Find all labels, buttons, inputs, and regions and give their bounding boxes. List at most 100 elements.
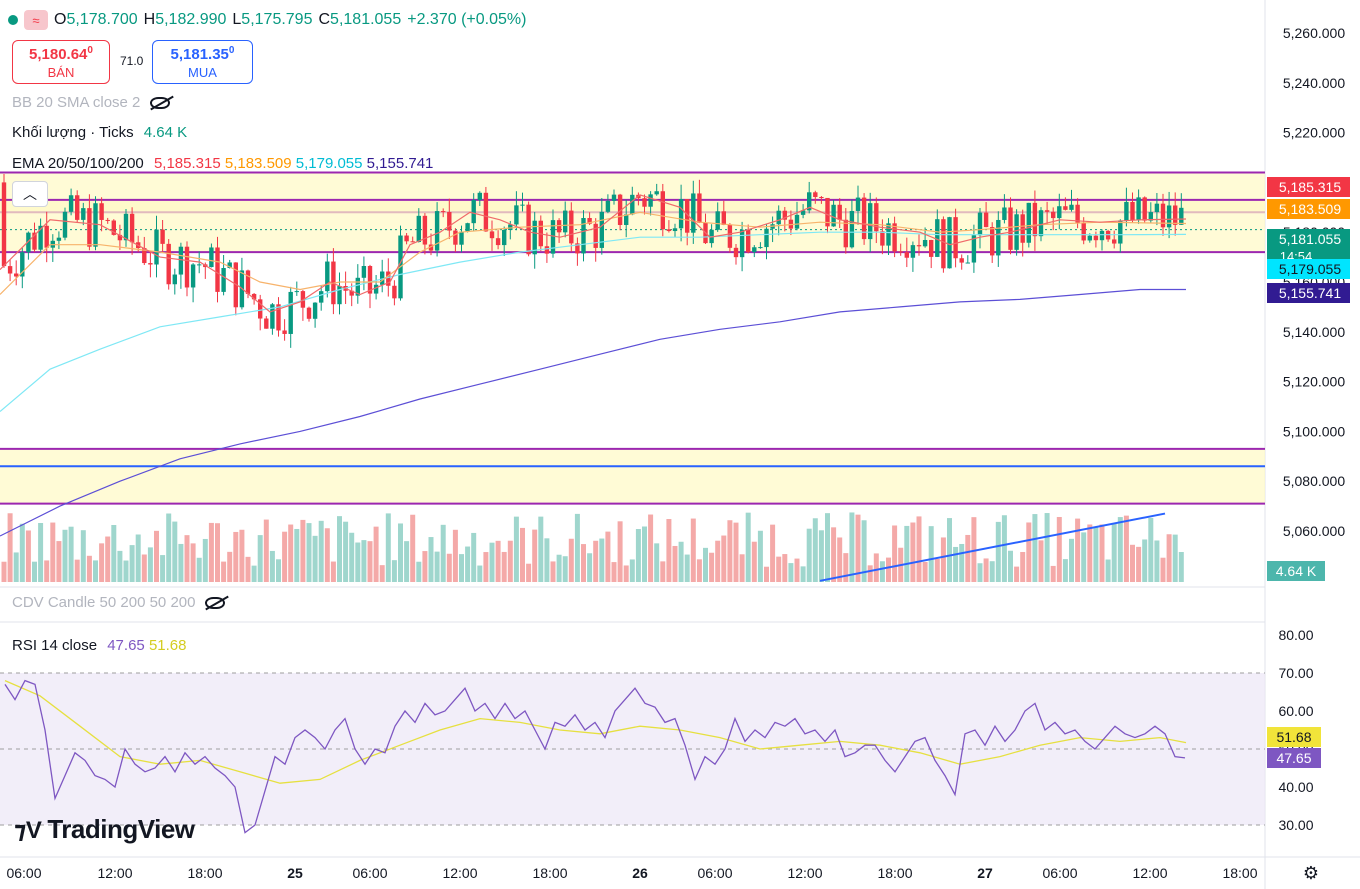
tradingview-logo[interactable]: ⁊V TradingView xyxy=(14,814,195,845)
hidden-eye-icon[interactable] xyxy=(205,597,226,610)
volume-bar xyxy=(843,553,849,582)
rsi-ma-value: 51.68 xyxy=(148,637,187,654)
price-tick-label: 5,260.000 xyxy=(1283,25,1345,41)
price-badge-label: 5,185.315 xyxy=(1279,179,1341,195)
candle-body xyxy=(148,263,153,265)
volume-bar xyxy=(892,525,898,582)
volume-bar xyxy=(867,565,873,582)
rsi-tick-label: 70.00 xyxy=(1278,665,1313,681)
candle-body xyxy=(654,191,659,195)
rsi-line xyxy=(4,679,1186,834)
ema100-line xyxy=(0,231,1187,412)
candle-body xyxy=(965,262,970,264)
rsi-badge xyxy=(1267,748,1321,768)
candle-body xyxy=(373,284,379,294)
candle-body xyxy=(447,211,452,231)
volume-bar xyxy=(678,541,684,582)
bb-legend[interactable]: BB 20 SMA close 2 xyxy=(12,94,171,111)
candle-body xyxy=(129,213,135,243)
price-badge xyxy=(1267,283,1350,303)
candle-body xyxy=(38,225,43,250)
candle-body xyxy=(880,231,885,246)
candle-body xyxy=(794,214,800,229)
candle-body xyxy=(68,195,74,212)
candle-body xyxy=(251,293,257,300)
volume-bar xyxy=(953,546,959,582)
ema-legend[interactable]: EMA 20/50/100/200 5,185.315 5,183.509 5,… xyxy=(12,155,433,172)
volume-bar xyxy=(202,538,208,582)
time-tick-label: 06:00 xyxy=(6,865,41,881)
volume-bar xyxy=(330,561,336,582)
candle-body xyxy=(227,262,232,268)
candle-body xyxy=(386,271,391,286)
collapse-legend-button[interactable]: ︿ xyxy=(12,181,48,207)
candle-body xyxy=(990,227,995,256)
candle-body xyxy=(800,210,806,215)
trendline[interactable] xyxy=(819,512,1166,582)
buy-button[interactable]: 5,181.350 MUA xyxy=(152,40,253,84)
candle-body xyxy=(935,219,940,257)
volume-bar xyxy=(855,514,861,582)
volume-bar xyxy=(611,562,617,582)
volume-bar xyxy=(721,535,727,582)
candle-body xyxy=(270,304,275,329)
candle-body xyxy=(62,211,68,238)
volume-bar xyxy=(818,530,824,582)
volume-bar xyxy=(776,556,782,582)
volume-bar xyxy=(1093,526,1099,582)
volume-bar xyxy=(1056,516,1062,582)
price-badge xyxy=(1267,259,1350,279)
volume-bar xyxy=(38,523,44,582)
volume-bar xyxy=(7,513,13,582)
candle-body xyxy=(508,224,513,230)
candle-body xyxy=(550,220,556,254)
candle-body xyxy=(922,239,928,247)
volume-bar xyxy=(306,523,312,582)
volume-bar xyxy=(1075,518,1081,582)
volume-bar xyxy=(416,561,422,582)
candle-body xyxy=(617,194,623,225)
volume-bar xyxy=(1014,566,1020,582)
settings-gear-icon[interactable]: ⚙ xyxy=(1302,863,1320,883)
volume-legend[interactable]: Khối lượng · Ticks 4.64 K xyxy=(12,124,187,141)
candle-body xyxy=(569,210,574,244)
candle-body xyxy=(93,203,98,247)
candle-body xyxy=(715,211,720,230)
buy-price: 5,181.35 xyxy=(170,46,229,63)
volume-bar xyxy=(1111,523,1117,582)
price-tick-label: 5,100.000 xyxy=(1283,423,1345,439)
rsi-legend[interactable]: RSI 14 close 47.65 51.68 xyxy=(12,637,186,654)
candle-body xyxy=(422,215,428,245)
volume-bar xyxy=(361,540,367,582)
volume-bar xyxy=(623,565,629,582)
volume-bar xyxy=(1020,551,1026,582)
volume-bar xyxy=(355,542,361,582)
candle-body xyxy=(1044,210,1050,212)
volume-bar xyxy=(239,529,245,582)
candle-body xyxy=(1026,202,1031,243)
candle-body xyxy=(258,299,263,319)
candle-body xyxy=(1112,239,1117,244)
volume-bar xyxy=(263,519,269,582)
candle-body xyxy=(1160,203,1166,228)
volume-bar xyxy=(282,531,288,582)
volume-bar xyxy=(404,541,410,582)
volume-bar xyxy=(751,541,757,582)
sell-button[interactable]: 5,180.640 BÁN xyxy=(12,40,110,84)
candle-body xyxy=(1032,202,1038,237)
rsi-badge-label: 47.65 xyxy=(1276,750,1311,766)
candle-body xyxy=(959,258,964,263)
candle-body xyxy=(1179,207,1184,225)
volume-bar xyxy=(965,534,971,582)
volume-bar xyxy=(812,518,818,582)
volume-bar xyxy=(178,543,184,582)
candle-body xyxy=(1063,206,1068,210)
volume-bar xyxy=(629,559,635,582)
volume-bar xyxy=(1087,524,1093,582)
approx-icon[interactable]: ≈ xyxy=(24,10,48,30)
volume-bar xyxy=(19,523,25,582)
hidden-eye-icon[interactable] xyxy=(150,97,171,110)
cdv-legend[interactable]: CDV Candle 50 200 50 200 xyxy=(12,594,226,611)
volume-bar xyxy=(245,556,251,582)
